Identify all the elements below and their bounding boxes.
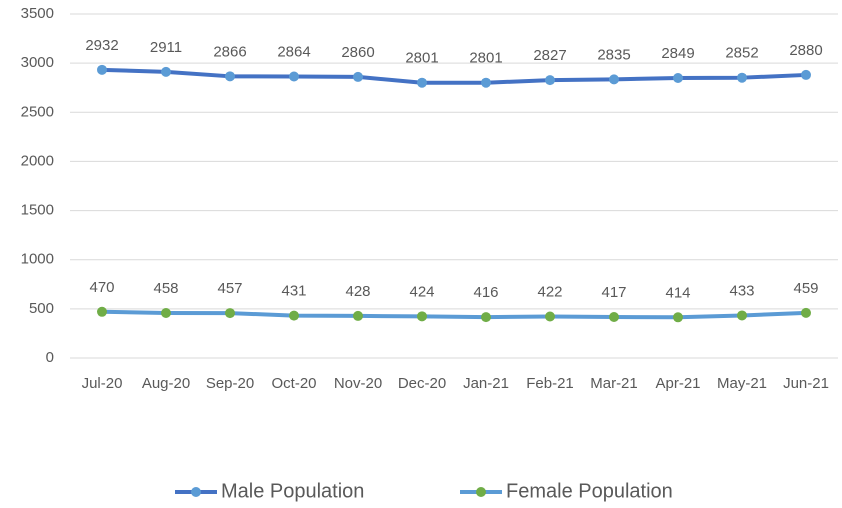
- point-marker: [417, 77, 427, 88]
- data-label: 428: [345, 283, 370, 300]
- point-marker: [289, 71, 299, 82]
- series-line: [101, 309, 807, 320]
- data-label: 424: [409, 283, 434, 300]
- point-marker: [673, 312, 683, 323]
- point-marker: [481, 77, 491, 88]
- legend-label: Female Population: [506, 480, 673, 502]
- point-marker: [225, 308, 235, 319]
- point-marker: [737, 72, 747, 83]
- data-label: 2866: [213, 43, 246, 60]
- x-tick-label: Nov-20: [334, 375, 382, 392]
- x-tick-label: Aug-20: [142, 375, 190, 392]
- x-tick-label: Jul-20: [82, 375, 123, 392]
- data-label: 470: [89, 279, 114, 296]
- point-marker: [609, 312, 619, 323]
- data-label: 431: [281, 283, 306, 300]
- data-label: 2801: [469, 50, 502, 67]
- legend-marker: [191, 487, 201, 497]
- legend-label: Male Population: [221, 480, 364, 502]
- x-tick-label: Feb-21: [526, 375, 574, 392]
- x-tick-label: Mar-21: [590, 375, 638, 392]
- y-tick-label: 1000: [21, 251, 54, 268]
- point-marker: [801, 69, 811, 80]
- point-marker: [481, 312, 491, 323]
- series-line: [101, 67, 807, 85]
- y-tick-label: 2000: [21, 152, 54, 169]
- data-label: 416: [473, 284, 498, 301]
- x-tick-label: Oct-20: [271, 375, 316, 392]
- point-marker: [225, 71, 235, 82]
- data-label: 2911: [150, 39, 182, 56]
- data-label: 2849: [661, 45, 694, 62]
- x-tick-label: Apr-21: [655, 375, 700, 392]
- point-marker: [545, 311, 555, 322]
- data-label: 2827: [533, 47, 566, 64]
- y-tick-label: 3500: [21, 5, 54, 22]
- x-tick-label: Jun-21: [783, 375, 829, 392]
- y-tick-label: 2500: [21, 103, 54, 120]
- x-tick-label: Sep-20: [206, 375, 254, 392]
- x-tick-label: Jan-21: [463, 375, 509, 392]
- point-marker: [161, 307, 171, 318]
- data-label: 417: [601, 284, 626, 301]
- y-tick-label: 500: [29, 300, 54, 317]
- point-marker: [353, 71, 363, 82]
- data-label: 2835: [597, 46, 630, 63]
- data-label: 2852: [725, 45, 758, 62]
- data-label: 2864: [277, 43, 310, 60]
- data-label: 2932: [85, 37, 118, 54]
- data-label: 2801: [405, 50, 438, 67]
- point-marker: [609, 74, 619, 85]
- point-marker: [417, 311, 427, 322]
- data-label: 458: [153, 280, 178, 297]
- y-tick-label: 1500: [21, 202, 54, 219]
- data-label: 2860: [341, 44, 374, 61]
- x-tick-label: Dec-20: [398, 375, 446, 392]
- data-label: 414: [665, 284, 690, 301]
- data-label: 2880: [789, 42, 822, 59]
- legend-marker: [476, 487, 486, 497]
- point-marker: [545, 75, 555, 86]
- x-tick-label: May-21: [717, 375, 767, 392]
- y-tick-label: 0: [46, 349, 54, 366]
- point-marker: [289, 310, 299, 321]
- point-marker: [97, 306, 107, 317]
- point-marker: [161, 66, 171, 77]
- point-marker: [673, 72, 683, 83]
- y-tick-label: 3000: [21, 54, 54, 71]
- point-marker: [353, 310, 363, 321]
- point-marker: [97, 64, 107, 75]
- point-marker: [737, 310, 747, 321]
- data-label: 433: [729, 282, 754, 299]
- point-marker: [801, 307, 811, 318]
- data-label: 457: [217, 280, 242, 297]
- data-label: 422: [537, 283, 562, 300]
- data-label: 459: [793, 280, 818, 297]
